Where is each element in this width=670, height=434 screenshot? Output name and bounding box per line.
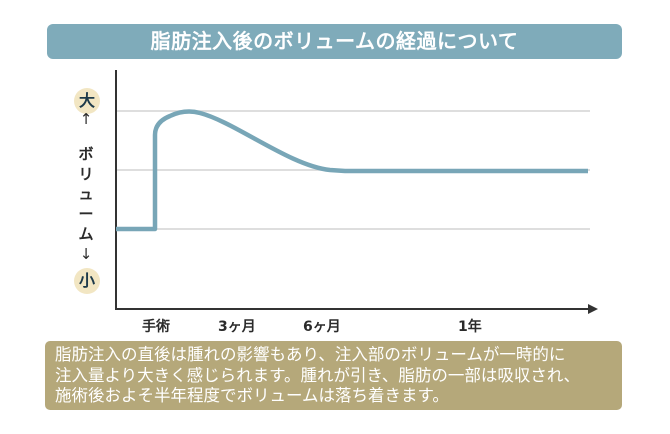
small-label-badge: 小 bbox=[74, 268, 100, 294]
x-tick-surgery: 手術 bbox=[142, 319, 170, 335]
y-axis-label-char: ム bbox=[78, 225, 94, 243]
y-axis-label-char: ー bbox=[78, 205, 94, 223]
title-bar: 脂肪注入後のボリュームの経過について bbox=[47, 24, 622, 59]
x-tick-3-months: 3ヶ月 bbox=[218, 319, 256, 335]
y-axis-label-char: ュ bbox=[78, 185, 94, 203]
large-label-badge: 大 bbox=[74, 88, 100, 114]
y-axis-label-char: ボ bbox=[78, 145, 94, 163]
volume-curve bbox=[116, 109, 588, 232]
y-axis-label-char: リ bbox=[78, 165, 94, 183]
note-text: 脂肪注入の直後は腫れの影響もあり、注入部のボリュームが一時的に 注入量より大きく… bbox=[55, 345, 581, 405]
x-tick-1-year: 1年 bbox=[458, 319, 482, 335]
y-axis-label: ボ リ ュ ー ム bbox=[76, 144, 96, 244]
x-tick-6-months: 6ヶ月 bbox=[303, 319, 341, 335]
note-box: 脂肪注入の直後は腫れの影響もあり、注入部のボリュームが一時的に 注入量より大きく… bbox=[45, 341, 622, 410]
page-title: 脂肪注入後のボリュームの経過について bbox=[150, 29, 519, 53]
x-axis-arrow-icon bbox=[588, 304, 598, 314]
up-arrow-icon: ↑ bbox=[79, 110, 93, 128]
down-arrow-icon: ↓ bbox=[79, 245, 93, 263]
